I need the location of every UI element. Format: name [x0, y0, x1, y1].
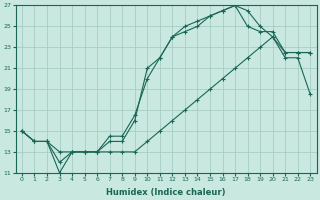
X-axis label: Humidex (Indice chaleur): Humidex (Indice chaleur) [106, 188, 226, 197]
